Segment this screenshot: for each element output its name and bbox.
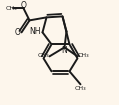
Text: CH₃: CH₃ <box>75 86 86 91</box>
Text: NH: NH <box>29 27 41 36</box>
Text: O: O <box>21 1 26 10</box>
Text: CH₃: CH₃ <box>38 53 49 58</box>
Text: CH₃: CH₃ <box>6 6 17 11</box>
Text: O: O <box>15 28 20 37</box>
Text: CH₃: CH₃ <box>78 53 89 58</box>
Text: N: N <box>62 46 67 55</box>
